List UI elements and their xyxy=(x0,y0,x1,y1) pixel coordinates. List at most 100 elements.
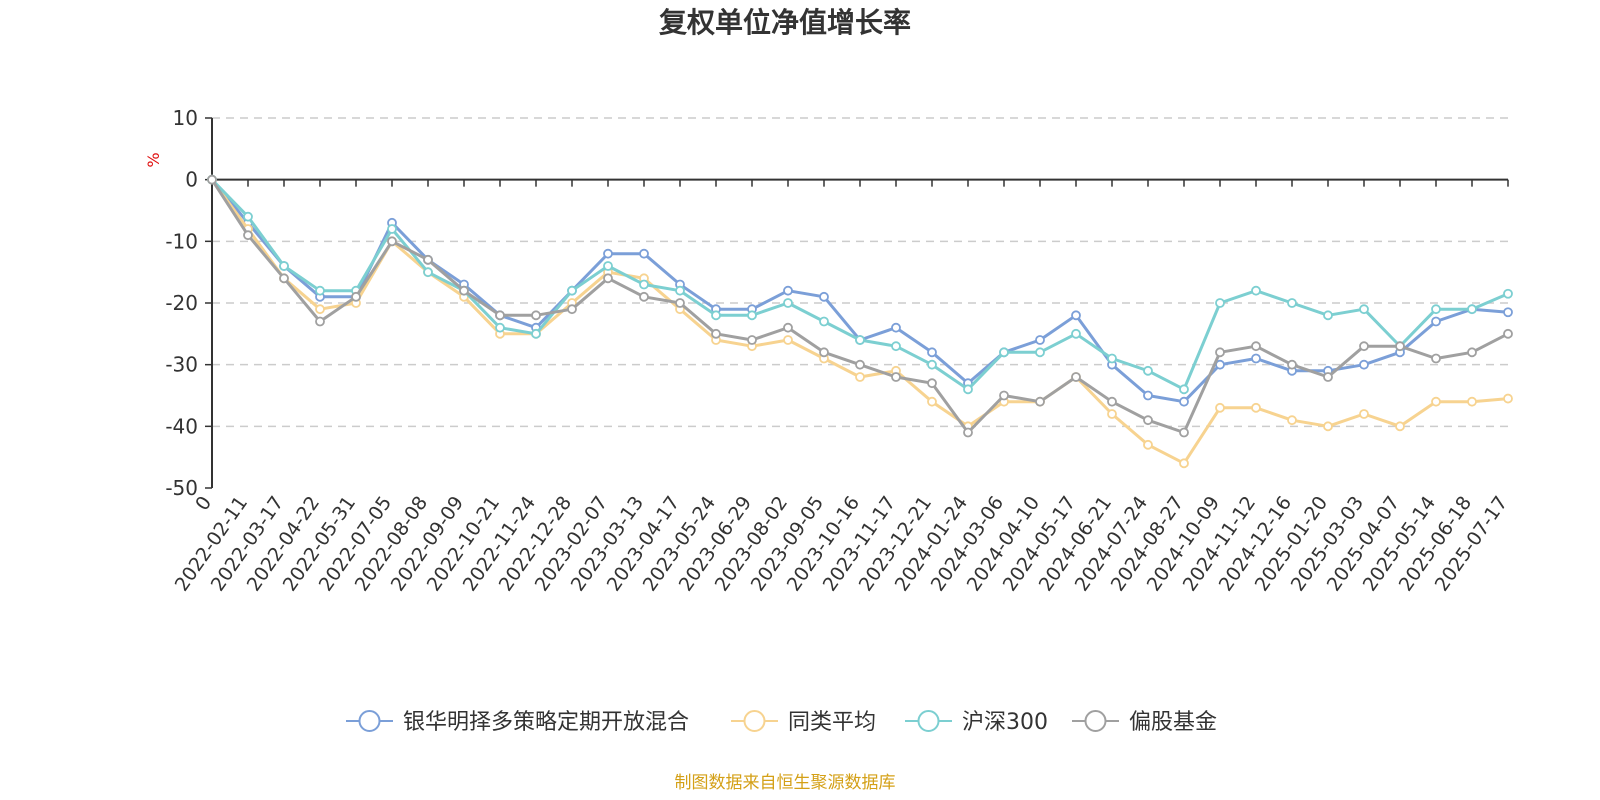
data-point xyxy=(927,396,937,407)
data-point xyxy=(1503,307,1513,318)
data-point xyxy=(999,347,1009,358)
data-point xyxy=(1287,415,1297,426)
data-point xyxy=(1179,458,1189,469)
series-line-3 xyxy=(210,178,1509,434)
data-point xyxy=(1215,347,1225,358)
series-lines xyxy=(207,174,1513,469)
data-point xyxy=(1467,304,1477,315)
series-line-2 xyxy=(210,178,1509,391)
legend-item[interactable]: 沪深300 xyxy=(905,710,1048,735)
data-point xyxy=(279,273,289,284)
data-point xyxy=(1251,402,1261,413)
legend-label: 沪深300 xyxy=(962,710,1048,735)
data-point xyxy=(567,304,577,315)
data-point xyxy=(1251,341,1261,352)
data-point xyxy=(1035,335,1045,345)
data-point xyxy=(387,224,397,234)
data-point xyxy=(783,298,793,308)
data-point xyxy=(1035,347,1045,358)
data-point xyxy=(1359,341,1369,352)
data-point xyxy=(1431,396,1441,407)
data-point xyxy=(1143,390,1153,401)
data-point xyxy=(459,285,469,296)
data-point xyxy=(1071,328,1081,339)
data-point xyxy=(783,285,793,296)
source-note: 制图数据来自恒生聚源数据库 xyxy=(675,773,896,793)
data-point xyxy=(891,341,901,352)
y-axis: 10 0 -10 -20 -30 -40 -50 xyxy=(165,106,213,500)
data-point xyxy=(927,359,937,370)
data-point xyxy=(891,372,901,382)
data-point xyxy=(1287,298,1297,308)
data-point xyxy=(1359,359,1369,370)
data-point xyxy=(855,335,865,345)
data-point xyxy=(1035,396,1045,407)
data-point xyxy=(603,261,613,271)
data-point xyxy=(603,248,613,259)
data-point xyxy=(747,310,757,321)
data-point xyxy=(747,335,757,345)
legend[interactable]: 银华明择多策略定期开放混合 同类平均 沪深300 偏股基金 xyxy=(346,710,1217,735)
data-point xyxy=(1467,396,1477,407)
data-point xyxy=(1323,421,1333,432)
data-point xyxy=(315,304,325,315)
x-tick-label: 0 xyxy=(191,492,216,515)
data-point xyxy=(1395,421,1405,432)
data-point xyxy=(783,335,793,345)
data-point xyxy=(1215,298,1225,308)
series-line-1 xyxy=(210,178,1509,465)
data-point xyxy=(243,230,253,241)
data-point xyxy=(1179,396,1189,407)
data-point xyxy=(963,427,973,438)
data-point xyxy=(315,316,325,327)
data-point xyxy=(351,291,361,302)
data-point xyxy=(1431,304,1441,315)
legend-label: 银华明择多策略定期开放混合 xyxy=(403,710,689,735)
data-point xyxy=(1107,409,1117,419)
y-tick-label: -40 xyxy=(165,414,198,438)
data-point xyxy=(819,316,829,327)
data-point xyxy=(1431,353,1441,364)
data-point xyxy=(855,359,865,370)
data-point xyxy=(1143,365,1153,376)
data-point xyxy=(675,285,685,296)
y-axis-label: % xyxy=(144,152,163,167)
data-point xyxy=(207,174,217,185)
data-point xyxy=(927,378,937,389)
data-point xyxy=(891,322,901,333)
data-point xyxy=(1503,393,1513,404)
legend-marker-icon xyxy=(917,710,940,732)
data-point xyxy=(1215,402,1225,413)
data-point xyxy=(963,384,973,395)
legend-item[interactable]: 同类平均 xyxy=(731,710,876,735)
data-point xyxy=(783,322,793,333)
legend-label: 偏股基金 xyxy=(1129,710,1217,735)
y-tick-label: -30 xyxy=(165,353,198,377)
data-point xyxy=(1395,341,1405,352)
data-point xyxy=(423,254,433,265)
data-point xyxy=(1503,288,1513,299)
data-point xyxy=(1143,439,1153,450)
data-point xyxy=(855,372,865,382)
y-tick-label: 0 xyxy=(185,168,198,192)
chart-title: 复权单位净值增长率 xyxy=(659,6,911,39)
data-point xyxy=(1431,316,1441,327)
legend-item[interactable]: 银华明择多策略定期开放混合 xyxy=(346,710,689,735)
data-point xyxy=(1179,384,1189,395)
data-point xyxy=(711,310,721,321)
data-point xyxy=(567,285,577,296)
data-point xyxy=(531,310,541,321)
data-point xyxy=(1359,409,1369,419)
data-point xyxy=(1071,310,1081,321)
data-point xyxy=(1107,353,1117,364)
data-point xyxy=(1179,427,1189,438)
y-tick-label: -20 xyxy=(165,291,198,315)
data-point xyxy=(819,347,829,358)
y-tick-label: -10 xyxy=(165,229,198,253)
legend-item[interactable]: 偏股基金 xyxy=(1072,710,1217,735)
y-tick-label: 10 xyxy=(173,106,198,130)
data-point xyxy=(1251,353,1261,364)
data-point xyxy=(711,328,721,339)
data-point xyxy=(1143,415,1153,426)
